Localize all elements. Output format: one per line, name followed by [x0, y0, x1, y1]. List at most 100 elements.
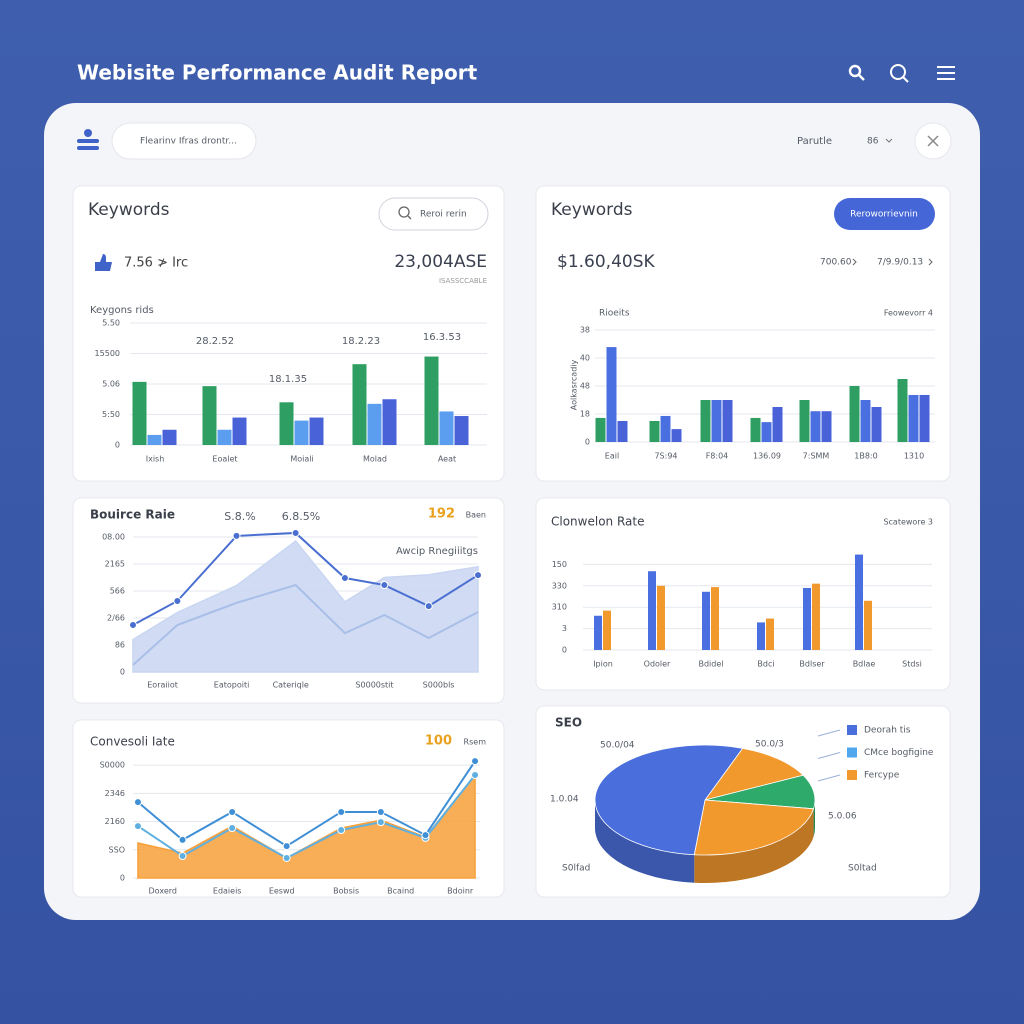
point [228, 824, 237, 833]
search-icon-2[interactable] [890, 64, 909, 83]
filter-select[interactable]: 86 [867, 137, 879, 147]
x-tick-label: Bdlser [799, 660, 825, 669]
annotation: 18.2.23 [342, 336, 380, 347]
y-tick-label: 2/66 [107, 614, 125, 623]
kpi-unit: Rsem [464, 738, 487, 747]
axis-label: Keygons rids [90, 305, 154, 316]
x-tick-label: Edaieis [213, 887, 242, 896]
point [337, 826, 346, 835]
x-tick-label: 1B8:0 [854, 452, 877, 461]
thumb-icon [95, 254, 112, 271]
bar [232, 417, 247, 445]
y-tick-label: 48 [580, 382, 590, 391]
y-tick-label: 0 [115, 441, 120, 450]
button-icon [398, 206, 412, 220]
y-tick-label: 0 [585, 438, 590, 447]
total: $1.60,40SK [557, 252, 655, 272]
link[interactable]: 7/9.9/0.13 [877, 258, 923, 268]
x-tick-label: Doxerd [149, 887, 177, 896]
bar [648, 571, 656, 650]
bar [810, 411, 821, 442]
bar [439, 411, 454, 445]
y-tick-label: 86 [115, 641, 125, 650]
panel-button[interactable] [378, 197, 489, 231]
y-tick-label: 566 [110, 587, 125, 596]
bar [671, 429, 682, 442]
panel-title: Bouirce Raie [90, 508, 175, 522]
panel-button[interactable] [834, 198, 935, 230]
chevron [928, 258, 933, 266]
bar [595, 417, 606, 442]
y-tick-label: 08.00 [102, 533, 125, 542]
pie-label: 5.0.06 [828, 812, 857, 822]
y-tick-label: 5.06 [102, 380, 120, 389]
chart-note: Scatewore 3 [883, 518, 933, 527]
panel-title: Keywords [88, 200, 170, 220]
point [471, 757, 480, 766]
legend-swatch [847, 725, 857, 735]
legend-label: Deorah tis [864, 726, 911, 736]
search-box[interactable] [111, 122, 257, 160]
menu-icon[interactable] [937, 66, 955, 80]
x-tick-label: S000bls [423, 681, 455, 690]
area [132, 540, 479, 673]
bar [772, 407, 783, 442]
y-tick-label: 40 [580, 354, 590, 363]
pie-label: S0lfad [562, 864, 590, 874]
point [178, 851, 187, 860]
bar [871, 407, 882, 442]
y-tick-label: S0000 [100, 761, 125, 770]
chart-note: Feowevorr 4 [884, 309, 933, 318]
link[interactable]: 700.60 [820, 258, 852, 268]
axis-label: Rioeits [599, 309, 630, 319]
y-tick-label: 0 [120, 668, 125, 677]
pie-label: 50.0/3 [755, 740, 784, 750]
bar [702, 591, 710, 650]
y-tick-label: 0 [562, 646, 567, 655]
point [471, 770, 480, 779]
x-tick-label: Bdoinr [447, 887, 474, 896]
point [340, 574, 349, 583]
legend-label: Fercype [864, 771, 900, 781]
point [133, 822, 142, 831]
bar [217, 429, 232, 445]
y-tick-label: 5.50 [102, 319, 120, 328]
point [376, 807, 385, 816]
y-tick-label: 330 [552, 581, 567, 590]
line [132, 531, 479, 626]
x-tick-label: Cateriqle [273, 681, 309, 690]
point [424, 602, 433, 611]
x-tick-label: F8:04 [706, 452, 729, 461]
kpi: 100 [425, 734, 452, 749]
pie-side [595, 800, 695, 883]
pie [594, 744, 816, 883]
legend-swatch [847, 770, 857, 780]
bar [279, 402, 294, 445]
search-icon[interactable] [848, 64, 865, 81]
point [474, 571, 482, 580]
bar [594, 615, 602, 650]
y-tick-label: 3 [562, 624, 567, 633]
bar [660, 415, 671, 442]
x-tick-label: Stdsi [902, 660, 922, 669]
bar [352, 364, 367, 445]
bar [722, 400, 733, 442]
bar [657, 585, 665, 650]
x-tick-label: Eoalet [212, 455, 237, 464]
x-tick-label: 7:SMM [803, 452, 830, 461]
bar [454, 416, 469, 445]
chart-note: Awcip Rnegiiitgs [396, 546, 478, 557]
bar [367, 403, 382, 445]
bar [606, 347, 617, 442]
point [133, 798, 142, 807]
y-tick-label: 150 [552, 560, 567, 569]
y-tick-label: 15500 [95, 349, 120, 358]
point [337, 807, 346, 816]
y-tick-label: SSO [109, 845, 125, 854]
point [173, 596, 182, 605]
annotation: 18.1.35 [269, 374, 307, 385]
pie-slice [594, 744, 744, 856]
stat: 7.56 ≯ Irc [124, 256, 188, 271]
search-placeholder: Flearinv Ifras drontr... [140, 137, 237, 147]
